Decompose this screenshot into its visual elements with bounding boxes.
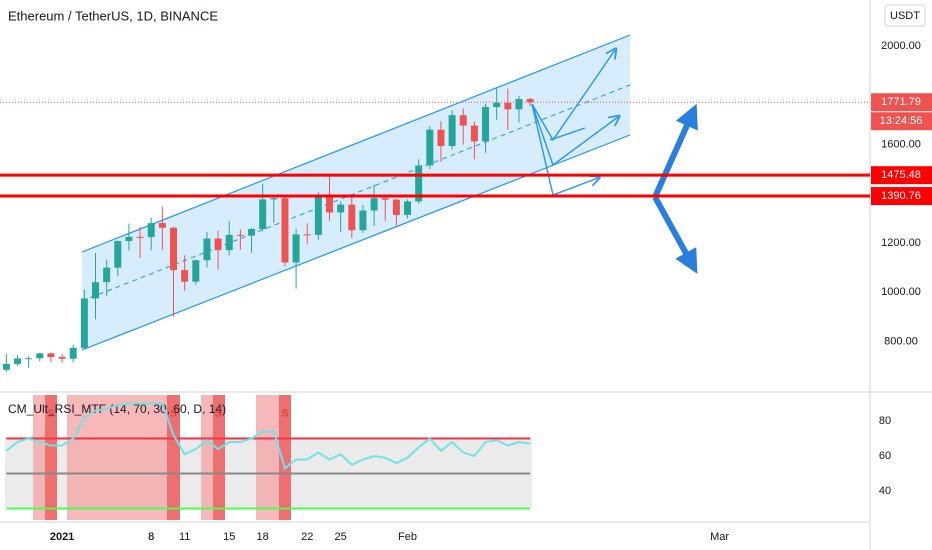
x-tick-label: Feb	[398, 531, 417, 543]
candle-body	[515, 98, 523, 110]
countdown-box	[871, 112, 932, 131]
candle-body	[147, 223, 155, 238]
candle-body	[25, 358, 33, 360]
signal-label: S	[282, 409, 289, 420]
y-tick-label: 1200.00	[881, 237, 921, 249]
candle-body	[58, 357, 66, 359]
candle-body	[181, 270, 189, 282]
x-tick-label: 8	[148, 531, 154, 543]
candle-body	[2, 363, 10, 370]
x-tick-label: 25	[335, 531, 347, 543]
level-label-box	[871, 187, 932, 206]
candle-body	[426, 129, 434, 166]
candle-body	[415, 165, 423, 202]
rsi-tick-label: 80	[879, 415, 891, 427]
candle-body	[69, 347, 77, 359]
candle-body	[337, 204, 345, 213]
signal-label: S	[170, 409, 177, 420]
candle-body	[103, 267, 111, 283]
candle-body	[303, 234, 311, 236]
candle-body	[225, 234, 233, 251]
candle-body	[326, 195, 334, 213]
candle-body	[314, 195, 322, 235]
x-tick-label: 22	[301, 531, 313, 543]
x-tick-label: 2021	[50, 531, 74, 543]
candle-body	[504, 102, 512, 110]
x-tick-label: 8	[148, 531, 154, 543]
candle-body	[248, 228, 256, 236]
candle-body	[192, 260, 200, 282]
x-tick-label: 15	[223, 531, 235, 543]
signal-label: S	[215, 409, 222, 420]
candle-body	[47, 353, 55, 358]
candle-body	[270, 198, 278, 200]
indicator-title: CM_Ult_RSI_MTF (14, 70, 30, 60, D, 14)	[8, 402, 226, 416]
candle-body	[470, 125, 478, 142]
level-label-box	[871, 166, 932, 185]
big-arrows	[652, 103, 698, 274]
candle-body	[370, 198, 378, 211]
candle-body	[493, 102, 501, 108]
rsi-line	[5, 402, 531, 470]
candle-body	[125, 236, 133, 242]
candle-body	[482, 107, 490, 142]
candles	[2, 88, 534, 373]
candle-body	[236, 234, 244, 236]
candle-body	[136, 236, 144, 238]
candle-body	[348, 204, 356, 231]
candle-body	[80, 298, 88, 348]
x-tick-label: Mar	[710, 531, 729, 543]
candle-body	[292, 234, 300, 263]
candle-body	[392, 199, 400, 215]
currency-button[interactable]	[884, 4, 926, 27]
y-tick-label: 1000.00	[881, 286, 921, 298]
candle-body	[203, 238, 211, 261]
candle-body	[92, 282, 100, 299]
candle-body	[437, 129, 445, 147]
candle-body	[448, 115, 456, 147]
level-label: 1390.76	[881, 190, 921, 202]
x-tick-label: 11	[179, 531, 190, 543]
last-price-label: 1771.79	[881, 96, 921, 108]
candle-body	[36, 353, 44, 359]
candle-body	[359, 210, 367, 231]
y-tick-label: 2000.00	[881, 40, 921, 52]
candle-body	[170, 227, 178, 271]
y-tick-label: 800.00	[884, 335, 918, 347]
rsi-tick-label: 60	[879, 450, 891, 462]
candle-body	[404, 201, 412, 215]
candle-body	[114, 241, 122, 268]
candle-body	[13, 358, 21, 364]
candle-body	[381, 198, 389, 200]
candle-body	[214, 238, 222, 251]
currency[interactable]: USDT	[890, 10, 920, 22]
candle-body	[459, 115, 467, 126]
last-price-box	[871, 93, 932, 112]
candle-body	[259, 199, 267, 229]
candle-body	[281, 198, 289, 263]
chart-title: Ethereum / TetherUS, 1D, BINANCE	[8, 8, 218, 23]
y-tick-label: 1600.00	[881, 138, 921, 150]
candle-body	[158, 223, 166, 228]
candle-body	[526, 98, 534, 103]
level-label: 1475.48	[881, 169, 921, 181]
signal-label: S	[48, 409, 55, 420]
countdown-label: 13:24:56	[880, 115, 923, 127]
rsi-tick-label: 40	[879, 485, 891, 497]
x-tick-label: 18	[257, 531, 269, 543]
